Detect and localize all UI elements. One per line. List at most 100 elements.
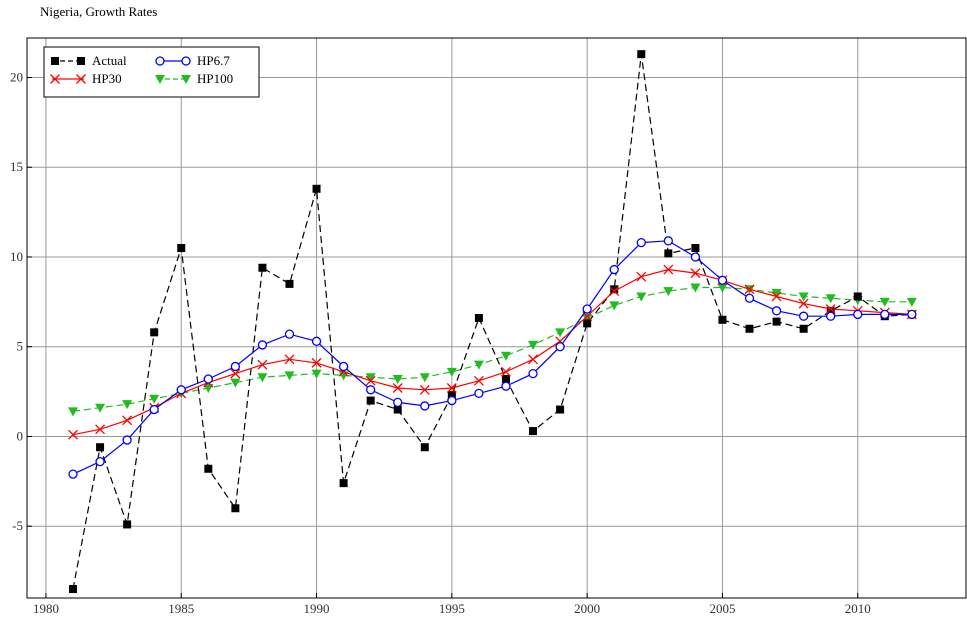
- x-tick-label: 2010: [845, 601, 871, 616]
- data-point: [284, 354, 295, 365]
- data-point: [69, 585, 78, 594]
- data-point: [636, 237, 646, 248]
- data-point: [474, 388, 484, 399]
- x-tick-label: 2005: [709, 601, 735, 616]
- data-point: [446, 383, 457, 393]
- data-point: [419, 384, 430, 395]
- data-point: [203, 374, 213, 384]
- data-point: [312, 184, 321, 193]
- data-point: [771, 288, 782, 298]
- data-point: [95, 403, 106, 413]
- legend-items: Actual HP6.7 HP30 HP100: [50, 53, 233, 86]
- data-point: [95, 456, 105, 467]
- y-tick-label: -5: [12, 518, 23, 533]
- data-point: [257, 340, 268, 350]
- data-point: [284, 371, 295, 381]
- data-point: [690, 252, 701, 262]
- data-point: [177, 244, 186, 252]
- series-hp30: [68, 264, 917, 440]
- series-line: [72, 54, 912, 590]
- data-point: [555, 328, 566, 338]
- legend-marker: [76, 74, 86, 84]
- y-tick-label: 10: [10, 249, 23, 264]
- data-point: [825, 294, 836, 304]
- data-point: [663, 264, 674, 275]
- data-point: [826, 311, 836, 321]
- axis-ticks: 1980 1985 1990 1995 2000 2005 2010 -5 0 5 10 15 20: [10, 69, 871, 616]
- data-point: [393, 405, 402, 414]
- y-tick-label: 15: [10, 159, 23, 174]
- legend-marker: [155, 75, 165, 84]
- data-point: [150, 328, 159, 337]
- data-point: [365, 373, 376, 383]
- data-point: [149, 394, 160, 404]
- data-point: [96, 443, 105, 452]
- data-point: [528, 368, 538, 379]
- legend-marker: [181, 75, 191, 84]
- data-point: [798, 292, 809, 302]
- data-point: [528, 340, 539, 350]
- data-point: [311, 336, 322, 346]
- legend-label: HP6.7: [197, 53, 230, 68]
- plot-frame: [26, 37, 967, 599]
- legend-marker: [181, 56, 191, 66]
- data-point: [583, 319, 592, 328]
- data-point: [501, 381, 511, 391]
- data-point: [338, 361, 349, 372]
- legend-item: HP30: [50, 71, 122, 86]
- data-point: [582, 314, 593, 323]
- data-point: [609, 264, 619, 275]
- legend-marker: [51, 57, 59, 65]
- data-point: [717, 275, 728, 285]
- chart-title: Nigeria, Growth Rates: [40, 4, 158, 19]
- series-line: [72, 268, 912, 436]
- data-point: [501, 366, 511, 377]
- data-point: [419, 373, 430, 383]
- data-point: [203, 384, 214, 393]
- data-point: [311, 357, 322, 368]
- data-point: [501, 375, 510, 384]
- data-point: [230, 361, 241, 372]
- data-point: [176, 385, 186, 395]
- legend-marker: [155, 56, 165, 66]
- data-point: [636, 271, 647, 282]
- data-point: [257, 359, 268, 370]
- data-point: [745, 324, 754, 333]
- legend-marker: [77, 57, 85, 65]
- grid: [27, 38, 966, 598]
- data-point: [204, 464, 213, 473]
- legend-box: [43, 46, 260, 98]
- data-point: [663, 236, 673, 246]
- data-point: [609, 286, 620, 297]
- data-point: [393, 397, 403, 408]
- legend-marker: [50, 74, 60, 84]
- y-tick-label: 5: [17, 339, 24, 354]
- data-point: [609, 301, 620, 311]
- x-tick-label: 1985: [168, 601, 194, 616]
- series-hp6-7: [68, 236, 917, 479]
- data-point: [473, 360, 484, 370]
- data-point: [826, 306, 835, 315]
- data-point: [690, 283, 701, 293]
- x-tick-label: 2000: [574, 601, 600, 616]
- data-point: [582, 304, 592, 314]
- data-point: [122, 400, 133, 410]
- data-point: [366, 385, 376, 395]
- data-point: [122, 435, 132, 445]
- data-point: [473, 375, 484, 386]
- data-point: [556, 405, 565, 414]
- data-point: [853, 309, 863, 320]
- data-point: [230, 368, 241, 379]
- data-point: [123, 520, 132, 529]
- data-point: [122, 415, 133, 426]
- data-point: [691, 244, 700, 252]
- data-point: [285, 279, 294, 288]
- data-point: [446, 367, 457, 377]
- data-point: [420, 443, 429, 452]
- data-point: [772, 317, 781, 326]
- legend-label: HP100: [197, 71, 233, 86]
- legend-item: HP6.7: [155, 53, 230, 68]
- data-point: [500, 351, 511, 361]
- x-tick-label: 1995: [439, 601, 465, 616]
